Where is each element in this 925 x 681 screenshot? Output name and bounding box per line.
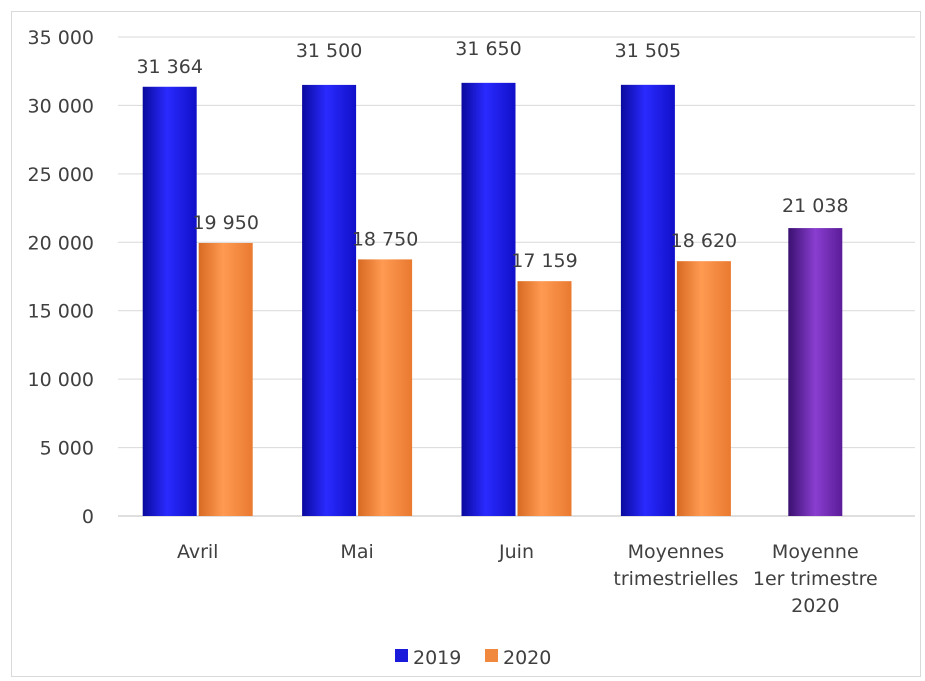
bar-2020-3: [676, 261, 731, 516]
x-tick-label: Mai: [340, 541, 373, 563]
data-label: 21 038: [782, 195, 848, 217]
bar-2020-2: [517, 281, 572, 516]
data-label: 31 505: [615, 40, 681, 62]
legend-label: 2019: [413, 647, 461, 669]
x-tick-label: Moyenne: [772, 541, 859, 563]
bars: [142, 82, 843, 517]
bar-2019-1: [302, 84, 357, 517]
data-labels: 31 364 31 500 31 650 31 505 19 950 18 750 17 1…: [136, 38, 848, 272]
bar-2019-0: [142, 86, 197, 516]
x-tick-label: Moyennes: [628, 541, 725, 563]
legend: 2019 2020: [395, 647, 551, 669]
x-tick-label: Juin: [498, 541, 534, 563]
y-tick-label: 5 000: [40, 438, 94, 460]
x-tick-label: 2020: [791, 595, 839, 617]
data-label: 18 750: [352, 228, 418, 250]
legend-swatch: [395, 649, 408, 662]
y-tick-label: 30 000: [28, 95, 94, 117]
x-axis: Avril Mai Juin Moyennes trimestrielles Moyenn…: [177, 541, 878, 617]
x-tick-label: 1er trimestre: [753, 568, 878, 590]
x-tick-label: trimestrielles: [613, 568, 738, 590]
data-label: 31 364: [136, 56, 202, 78]
x-tick-label: Avril: [177, 541, 219, 563]
bar-2019-2: [461, 82, 516, 517]
y-tick-label: 25 000: [28, 164, 94, 186]
data-label: 31 650: [455, 38, 521, 60]
bar-extra: [788, 228, 843, 516]
legend-swatch: [485, 649, 498, 662]
data-label: 17 159: [511, 250, 577, 272]
bar-2020-1: [358, 259, 413, 516]
data-label: 19 950: [192, 212, 258, 234]
y-tick-label: 35 000: [28, 27, 94, 49]
bar-2020-0: [198, 242, 253, 516]
data-label: 31 500: [296, 40, 362, 62]
bar-2019-3: [620, 84, 675, 516]
legend-label: 2020: [503, 647, 551, 669]
y-tick-label: 0: [82, 506, 94, 528]
y-axis: 0 5 000 10 000 15 000 20 000 25 000 30 000 35 0…: [28, 27, 94, 528]
y-tick-label: 20 000: [28, 232, 94, 254]
data-label: 18 620: [671, 230, 737, 252]
y-tick-label: 15 000: [28, 301, 94, 323]
y-tick-label: 10 000: [28, 369, 94, 391]
